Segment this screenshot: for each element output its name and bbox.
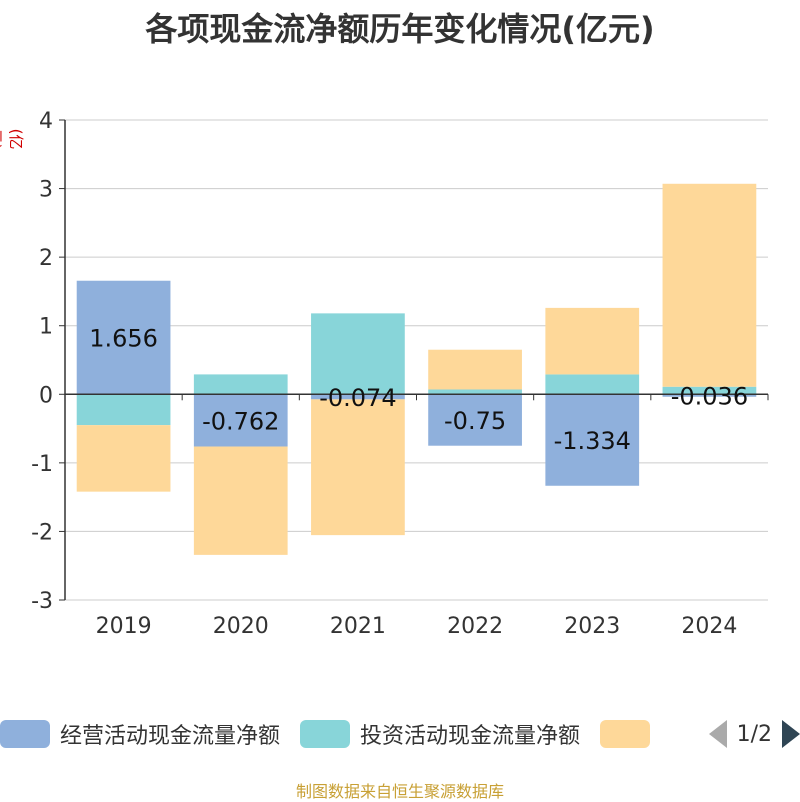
bar-operating-2019 bbox=[76, 280, 171, 395]
data-label-2020: -0.762 bbox=[202, 407, 279, 435]
bar-investing-2019 bbox=[76, 394, 171, 426]
y-tick-label: -1 bbox=[31, 452, 53, 477]
y-tick-label: -3 bbox=[31, 589, 53, 614]
bar-operating-2020 bbox=[193, 394, 288, 447]
y-tick-label: 3 bbox=[39, 178, 53, 203]
data-label-2024: -0.036 bbox=[671, 383, 748, 411]
bar-financing-2022 bbox=[428, 349, 522, 390]
legend-item-operating[interactable]: 经营活动现金流量净额 bbox=[0, 718, 280, 750]
legend-item-financing[interactable] bbox=[600, 720, 660, 748]
legend: 经营活动现金流量净额 投资活动现金流量净额 bbox=[0, 716, 800, 752]
bar-financing-2023 bbox=[545, 307, 640, 375]
y-tick-label: 1 bbox=[39, 315, 53, 340]
data-label-2022: -0.75 bbox=[444, 407, 506, 435]
chart-title: 各项现金流净额历年变化情况(亿元) bbox=[145, 10, 655, 48]
legend-item-investing[interactable]: 投资活动现金流量净额 bbox=[300, 718, 580, 750]
x-tick-label-2021: 2021 bbox=[330, 614, 386, 639]
legend-swatch-operating bbox=[0, 720, 50, 748]
legend-swatch-financing bbox=[600, 720, 651, 748]
y-tick-label: 0 bbox=[39, 383, 53, 408]
x-tick-label-2020: 2020 bbox=[213, 614, 269, 639]
x-tick-label-2019: 2019 bbox=[96, 614, 152, 639]
legend-label-investing: 投资活动现金流量净额 bbox=[360, 724, 581, 749]
bar-investing-2020 bbox=[193, 374, 288, 395]
legend-swatch-investing bbox=[300, 720, 351, 748]
y-tick-label: 2 bbox=[39, 246, 53, 271]
data-source-note: 制图数据来自恒生聚源数据库 bbox=[295, 782, 504, 801]
bar-investing-2022 bbox=[428, 389, 522, 395]
bar-financing-2024 bbox=[662, 183, 757, 387]
legend-prev-icon[interactable] bbox=[708, 720, 727, 748]
bar-financing-2019 bbox=[76, 425, 171, 492]
y-tick-label: 4 bbox=[39, 109, 53, 134]
x-tick-label-2022: 2022 bbox=[447, 614, 503, 639]
bar-operating-2024 bbox=[662, 394, 757, 397]
legend-label-operating: 经营活动现金流量净额 bbox=[60, 724, 281, 749]
bar-operating-2022 bbox=[428, 394, 522, 446]
bar-operating-2021 bbox=[311, 394, 405, 400]
y-tick-label: -2 bbox=[31, 520, 53, 545]
bar-investing-2021 bbox=[311, 313, 405, 395]
bar-financing-2020 bbox=[193, 446, 288, 555]
x-tick-label-2024: 2024 bbox=[681, 614, 737, 639]
bar-chart: -3 -2 -1 0 1 2 3 4 2019 2020 2021 2022 2023 2024 1.656… bbox=[31, 109, 769, 639]
data-label-2023: -1.334 bbox=[554, 427, 631, 455]
data-label-2019: 1.656 bbox=[89, 325, 158, 353]
legend-pager: 1/2 bbox=[708, 716, 800, 752]
bar-financing-2021 bbox=[311, 399, 405, 536]
legend-page-indicator: 1/2 bbox=[736, 721, 772, 747]
bar-operating-2023 bbox=[545, 394, 640, 486]
legend-next-icon[interactable] bbox=[782, 720, 800, 748]
x-tick-label-2023: 2023 bbox=[564, 614, 620, 639]
bar-investing-2023 bbox=[545, 374, 640, 395]
bar-investing-2024 bbox=[662, 386, 757, 395]
data-label-2021: -0.074 bbox=[319, 384, 396, 412]
